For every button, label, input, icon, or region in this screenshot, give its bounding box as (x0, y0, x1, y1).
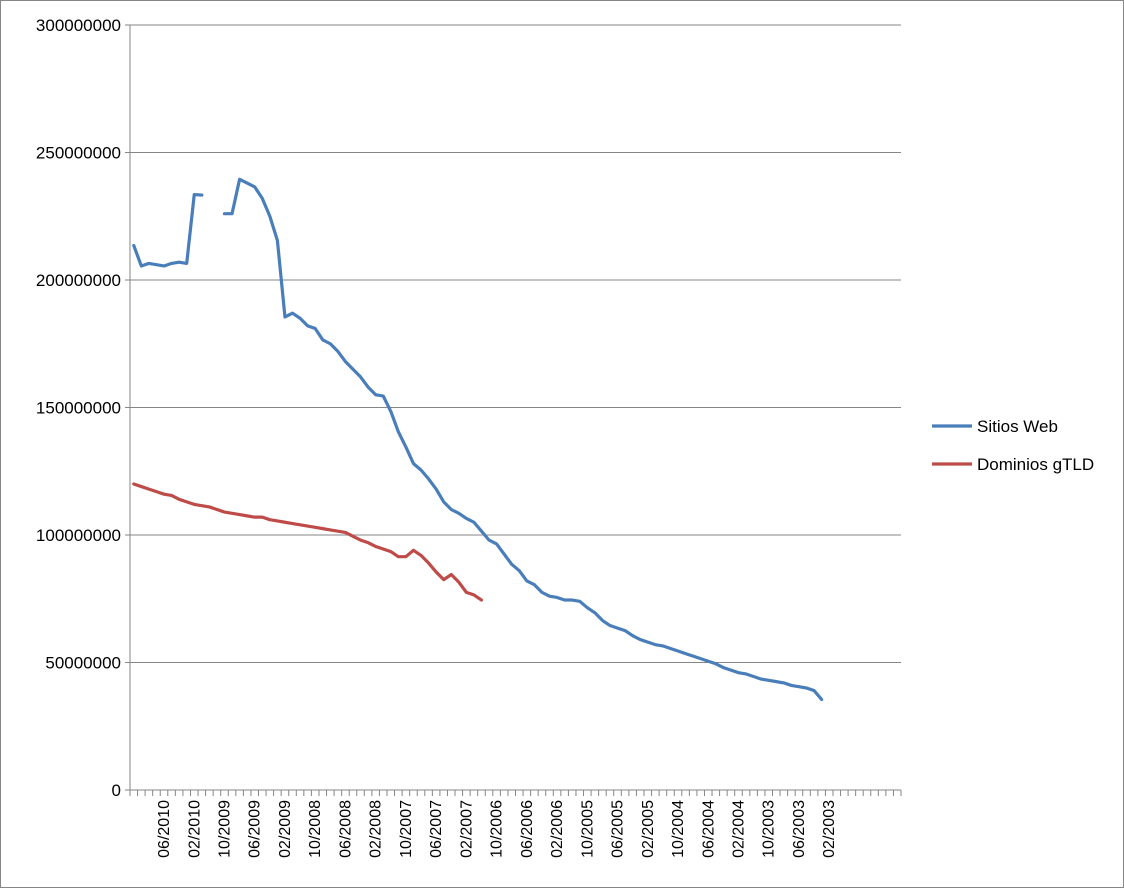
x-tick-label-12: 06/2006 (519, 800, 536, 858)
x-tick-label-19: 02/2004 (730, 800, 747, 858)
x-tick-label-16: 02/2005 (640, 800, 657, 858)
y-tick-label-6: 300000000 (36, 16, 121, 35)
x-tick-label-1: 02/2010 (186, 800, 203, 858)
y-tick-label-1: 50000000 (45, 654, 121, 673)
x-tick-label-17: 10/2004 (670, 800, 687, 858)
y-axis-tick-labels: 0 50000000 100000000 150000000 200000000 2500… (36, 16, 121, 800)
x-tick-label-3: 06/2009 (247, 800, 264, 858)
x-tick-label-14: 10/2005 (579, 800, 596, 858)
x-tick-label-15: 06/2005 (610, 800, 627, 858)
legend-label-0: Sitios Web (977, 417, 1058, 436)
y-tick-label-0: 0 (112, 781, 121, 800)
x-axis-tick-labels: 06/2010 02/2010 10/2009 06/2009 02/2009 10/20… (156, 800, 838, 858)
x-tick-label-2: 10/2009 (216, 800, 233, 858)
x-tick-label-11: 10/2006 (489, 800, 506, 858)
x-tick-label-8: 10/2007 (398, 800, 415, 858)
legend: Sitios Web Dominios gTLD (932, 417, 1094, 474)
y-tick-label-2: 100000000 (36, 526, 121, 545)
y-tick-label-4: 200000000 (36, 271, 121, 290)
axes (125, 24, 902, 796)
series-line-0-segment-1 (222, 177, 824, 702)
series-lines (132, 177, 824, 702)
x-tick-label-6: 06/2008 (337, 800, 354, 858)
gridlines (130, 24, 901, 663)
x-tick-label-18: 06/2004 (700, 800, 717, 858)
y-tick-label-5: 250000000 (36, 144, 121, 163)
x-tick-label-4: 02/2009 (277, 800, 294, 858)
x-tick-label-21: 06/2003 (791, 800, 808, 858)
x-tick-label-0: 06/2010 (156, 800, 173, 858)
series-line-1-segment-0 (132, 482, 484, 602)
y-tick-label-3: 150000000 (36, 399, 121, 418)
legend-label-1: Dominios gTLD (977, 455, 1094, 474)
x-tick-label-20: 10/2003 (761, 800, 778, 858)
x-tick-label-5: 10/2008 (307, 800, 324, 858)
x-tick-label-13: 02/2006 (549, 800, 566, 858)
x-tick-label-9: 06/2007 (428, 800, 445, 858)
x-tick-label-22: 02/2003 (821, 800, 838, 858)
series-line-0-segment-0 (132, 192, 204, 268)
x-tick-label-10: 02/2007 (458, 800, 475, 858)
x-tick-label-7: 02/2008 (368, 800, 385, 858)
